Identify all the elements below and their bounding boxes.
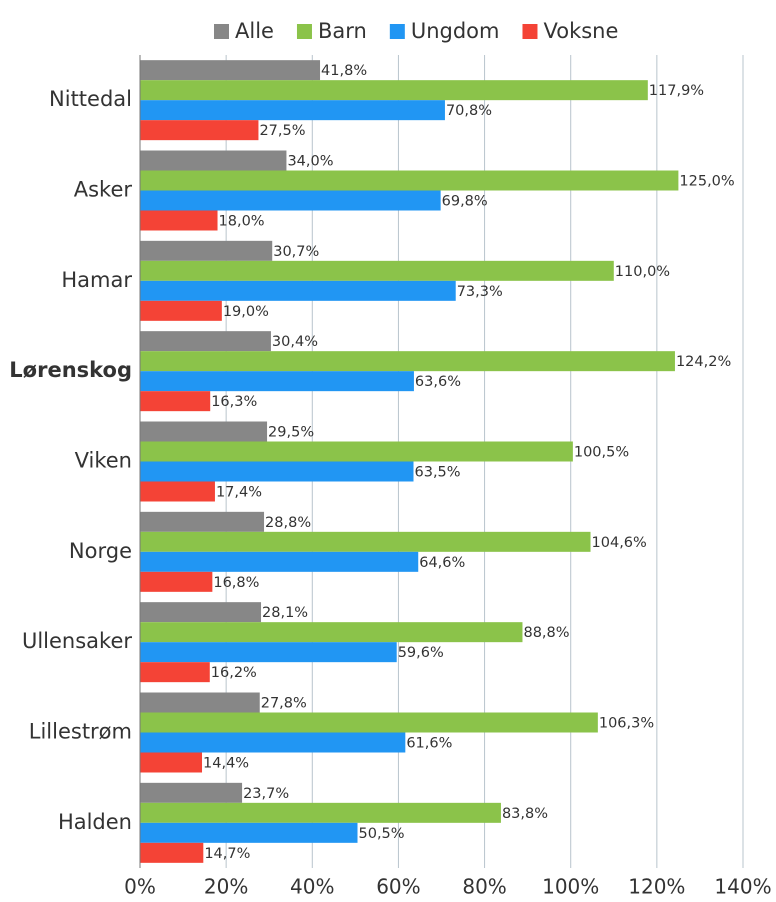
bar xyxy=(140,300,222,321)
data-label: 16,3% xyxy=(211,394,257,410)
data-label: 27,5% xyxy=(259,123,305,139)
data-label: 70,8% xyxy=(446,103,492,119)
legend-swatch xyxy=(214,24,229,39)
data-label: 19,0% xyxy=(223,304,269,320)
y-tick-label: Lørenskog xyxy=(9,358,132,382)
data-label: 117,9% xyxy=(649,83,704,99)
data-label: 50,5% xyxy=(359,826,405,842)
data-label: 73,3% xyxy=(457,284,503,300)
bar xyxy=(140,240,273,261)
data-label: 17,4% xyxy=(216,485,262,501)
data-label: 59,6% xyxy=(398,645,444,661)
data-label: 16,8% xyxy=(213,575,259,591)
bar xyxy=(140,210,218,231)
data-label: 30,4% xyxy=(272,334,318,350)
legend-label: Ungdom xyxy=(411,19,500,43)
bar xyxy=(140,120,259,141)
bar xyxy=(140,170,679,191)
legend-swatch xyxy=(522,24,538,39)
data-label: 69,8% xyxy=(442,194,488,210)
legend-swatch xyxy=(389,24,405,39)
x-tick-label: 80% xyxy=(462,875,506,899)
bar xyxy=(140,190,441,211)
x-tick-label: 140% xyxy=(714,875,771,899)
data-label: 106,3% xyxy=(599,716,654,732)
bar xyxy=(140,752,203,773)
data-label: 63,6% xyxy=(415,374,461,390)
bar xyxy=(140,712,598,733)
bar xyxy=(140,732,406,753)
data-label: 34,0% xyxy=(287,154,333,170)
legend-swatch xyxy=(296,24,312,39)
y-tick-label: Asker xyxy=(74,178,133,202)
bar xyxy=(140,351,675,372)
y-tick-label: Halden xyxy=(58,810,132,834)
bar xyxy=(140,692,260,713)
bar xyxy=(140,371,414,392)
bar xyxy=(140,80,648,101)
bar xyxy=(140,571,213,592)
data-label: 88,8% xyxy=(523,625,569,641)
y-tick-label: Viken xyxy=(75,449,132,473)
data-label: 14,4% xyxy=(203,756,249,772)
data-label: 100,5% xyxy=(574,445,629,461)
legend-label: Alle xyxy=(235,19,274,43)
bar xyxy=(140,150,287,171)
bar xyxy=(140,331,271,352)
data-label: 61,6% xyxy=(406,736,452,752)
bar xyxy=(140,551,419,572)
bar xyxy=(140,782,243,803)
data-label: 18,0% xyxy=(219,214,265,230)
bar xyxy=(140,260,614,281)
y-tick-label: Hamar xyxy=(61,268,132,292)
bar xyxy=(140,511,265,532)
x-tick-label: 60% xyxy=(376,875,420,899)
bar xyxy=(140,441,573,462)
data-label: 125,0% xyxy=(679,174,734,190)
bar xyxy=(140,391,211,412)
data-label: 83,8% xyxy=(502,806,548,822)
data-label: 29,5% xyxy=(268,425,314,441)
legend-label: Voksne xyxy=(543,19,618,43)
data-label: 16,2% xyxy=(211,665,257,681)
bar xyxy=(140,802,501,823)
data-label: 23,7% xyxy=(243,786,289,802)
y-tick-label: Lillestrøm xyxy=(29,720,132,744)
bar xyxy=(140,531,591,552)
bar xyxy=(140,642,397,663)
x-tick-label: 120% xyxy=(628,875,685,899)
bar xyxy=(140,421,268,442)
x-tick-label: 20% xyxy=(204,875,248,899)
bar xyxy=(140,461,414,482)
x-tick-label: 40% xyxy=(290,875,334,899)
bar xyxy=(140,622,523,643)
y-tick-label: Ullensaker xyxy=(22,629,132,653)
data-label: 64,6% xyxy=(419,555,465,571)
data-label: 104,6% xyxy=(592,535,647,551)
data-label: 27,8% xyxy=(261,696,307,712)
bar xyxy=(140,842,204,863)
bar xyxy=(140,481,215,502)
bar xyxy=(140,100,445,121)
data-label: 28,8% xyxy=(265,515,311,531)
bar xyxy=(140,822,358,843)
data-label: 63,5% xyxy=(415,465,461,481)
bar xyxy=(140,60,321,81)
y-tick-label: Nittedal xyxy=(49,87,132,111)
y-tick-label: Norge xyxy=(69,539,132,563)
data-label: 14,7% xyxy=(204,846,250,862)
bar xyxy=(140,602,262,623)
x-tick-label: 0% xyxy=(124,875,156,899)
bar xyxy=(140,280,456,301)
data-label: 124,2% xyxy=(676,354,731,370)
legend-label: Barn xyxy=(318,19,367,43)
data-label: 110,0% xyxy=(615,264,670,280)
data-label: 28,1% xyxy=(262,605,308,621)
x-tick-label: 100% xyxy=(542,875,599,899)
data-label: 41,8% xyxy=(321,63,367,79)
bar xyxy=(140,662,210,683)
data-label: 30,7% xyxy=(273,244,319,260)
